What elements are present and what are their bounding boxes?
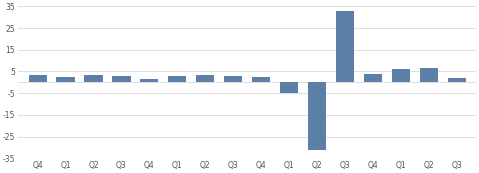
Bar bbox=[252, 77, 270, 82]
Bar bbox=[140, 79, 159, 82]
Bar bbox=[336, 11, 354, 82]
Bar bbox=[447, 78, 466, 82]
Bar bbox=[113, 76, 130, 82]
Bar bbox=[29, 75, 46, 82]
Bar bbox=[420, 68, 438, 82]
Bar bbox=[392, 69, 410, 82]
Bar bbox=[196, 75, 214, 82]
Bar bbox=[224, 76, 242, 82]
Bar bbox=[168, 76, 186, 82]
Bar bbox=[84, 75, 103, 82]
Bar bbox=[57, 77, 75, 82]
Bar bbox=[308, 82, 326, 150]
Bar bbox=[280, 82, 298, 93]
Bar bbox=[364, 74, 382, 82]
